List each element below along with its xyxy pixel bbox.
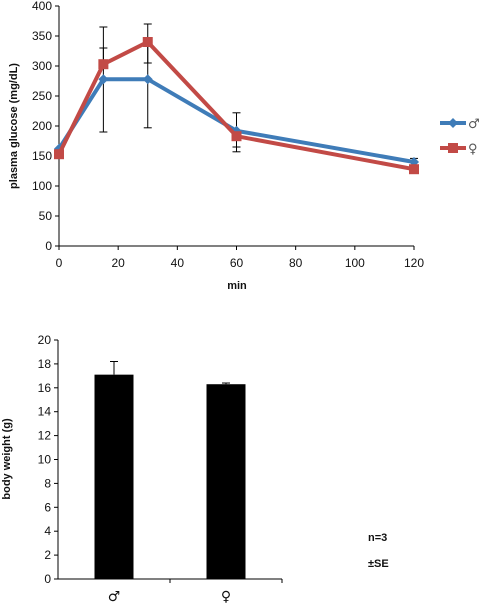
legend-marker [448, 118, 458, 128]
line-chart-x-tick-label: 0 [56, 256, 63, 270]
line-chart-y-tick-label: 250 [32, 89, 52, 103]
legend-marker [448, 143, 458, 153]
line-chart-y-tick-label: 300 [32, 59, 52, 73]
line-chart-y-tick-label: 150 [32, 149, 52, 163]
bar-chart-y-tick-label: 16 [38, 381, 52, 395]
line-chart-x-tick-label: 40 [171, 256, 185, 270]
bar-chart-y-tick-label: 0 [44, 572, 51, 586]
line-chart-ylabel: plasma glucose (mg/dL) [8, 63, 20, 189]
legend-label: ♀ [468, 142, 478, 157]
line-chart-x-tick-label: 100 [345, 256, 365, 270]
bar [206, 384, 246, 579]
bar-chart-ylabel: body weight (g) [1, 418, 13, 500]
line-chart: 0 50 100 150 200 250 300 350 400 0 20 40 60 80 100 120 ♂… [32, 0, 480, 270]
bar-chart-y-tick-label: 6 [44, 500, 51, 514]
bar-category-label: ♂ [108, 589, 121, 605]
line-chart-x-tick-label: 120 [404, 256, 424, 270]
line-chart-y-tick-label: 400 [32, 0, 52, 13]
data-point [54, 149, 64, 160]
bar-chart-y-tick-label: 12 [38, 429, 52, 443]
legend-label: ♂ [468, 117, 480, 132]
bar-chart-y-tick-label: 14 [38, 405, 52, 419]
line-chart-y-tick-label: 50 [39, 209, 53, 223]
bar-chart-y-tick-label: 18 [38, 357, 52, 371]
bar-chart-y-tick-label: 8 [44, 476, 51, 490]
bar [94, 374, 134, 579]
data-point [98, 74, 109, 85]
data-point [142, 37, 153, 47]
line-chart-y-tick-label: 0 [45, 239, 52, 253]
line-chart-x-tick-label: 60 [230, 256, 244, 270]
bar-chart-y-tick-label: 20 [38, 333, 52, 347]
bar-chart-y-tick-label: 4 [44, 524, 51, 538]
line-chart-y-tick-label: 350 [32, 29, 52, 43]
line-chart-x-tick-label: 20 [111, 256, 125, 270]
data-point [142, 74, 153, 85]
line-chart-y-tick-label: 200 [32, 119, 52, 133]
sample-size-note: n=3 [368, 532, 387, 544]
data-point [231, 131, 242, 142]
bar-category-label: ♀ [221, 589, 231, 605]
bar-chart: 0 2 4 6 8 10 12 14 16 18 20 ♂ ♀ [38, 333, 283, 605]
bar-chart-y-tick-label: 10 [38, 453, 52, 467]
data-point [98, 59, 109, 70]
data-point [409, 164, 419, 175]
bar-chart-y-tick-label: 2 [44, 548, 51, 562]
line-chart-xlabel: min [227, 280, 247, 292]
line-chart-y-tick-label: 100 [32, 179, 52, 193]
line-chart-x-tick-label: 80 [289, 256, 303, 270]
error-type-note: ±SE [368, 558, 389, 570]
